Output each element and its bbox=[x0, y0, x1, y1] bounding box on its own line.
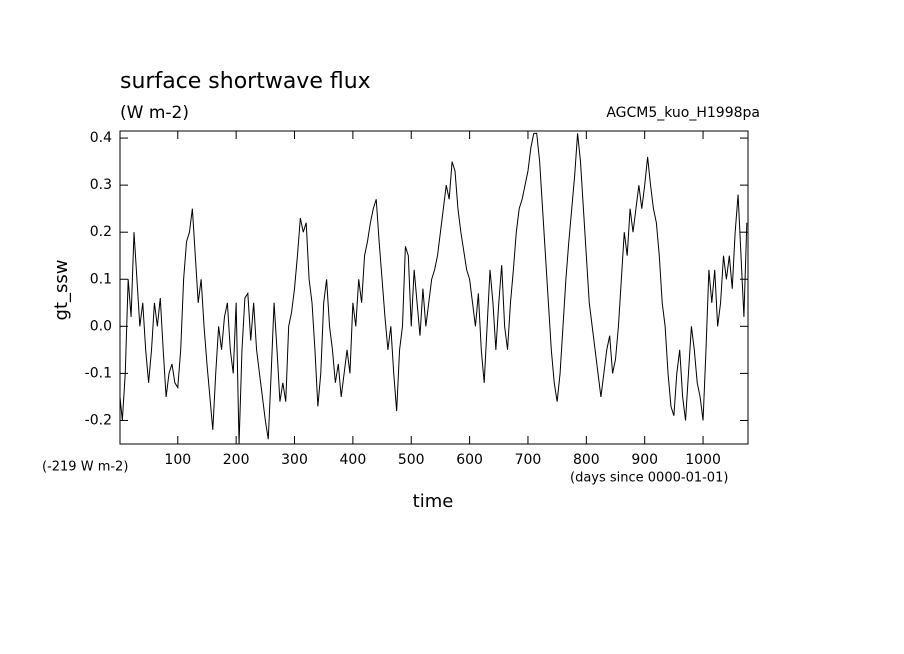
y-tick-label: 0.2 bbox=[90, 224, 112, 240]
offset-label: (-219 W m-2) bbox=[42, 460, 128, 475]
y-tick-label: 0.3 bbox=[90, 177, 112, 193]
y-tick-label: 0.0 bbox=[90, 318, 112, 334]
plot-frame bbox=[119, 130, 749, 445]
x-tick-label: 900 bbox=[631, 452, 658, 468]
data-line bbox=[120, 132, 748, 444]
y-tick-label: -0.1 bbox=[85, 365, 112, 381]
x-tick-label: 800 bbox=[573, 452, 600, 468]
x-tick-label: 400 bbox=[340, 452, 367, 468]
x-unit-label: (days since 0000-01-01) bbox=[570, 471, 728, 486]
x-tick-label: 200 bbox=[223, 452, 250, 468]
y-tick-label: 0.1 bbox=[90, 271, 112, 287]
y-axis-label: gt_ssw bbox=[51, 260, 72, 321]
annotation: AGCM5_kuo_H1998pa bbox=[606, 105, 760, 121]
chart-subtitle: (W m-2) bbox=[120, 103, 189, 123]
x-tick-label: 700 bbox=[515, 452, 542, 468]
y-tick-label: 0.4 bbox=[90, 130, 112, 146]
x-axis-label: time bbox=[413, 491, 454, 512]
x-tick-label: 100 bbox=[164, 452, 191, 468]
x-tick-label: 300 bbox=[281, 452, 308, 468]
x-tick-label: 1000 bbox=[685, 452, 721, 468]
chart-title: surface shortwave flux bbox=[120, 69, 371, 94]
x-tick-label: 600 bbox=[456, 452, 483, 468]
x-tick-label: 500 bbox=[398, 452, 425, 468]
y-tick-label: -0.2 bbox=[85, 412, 112, 428]
